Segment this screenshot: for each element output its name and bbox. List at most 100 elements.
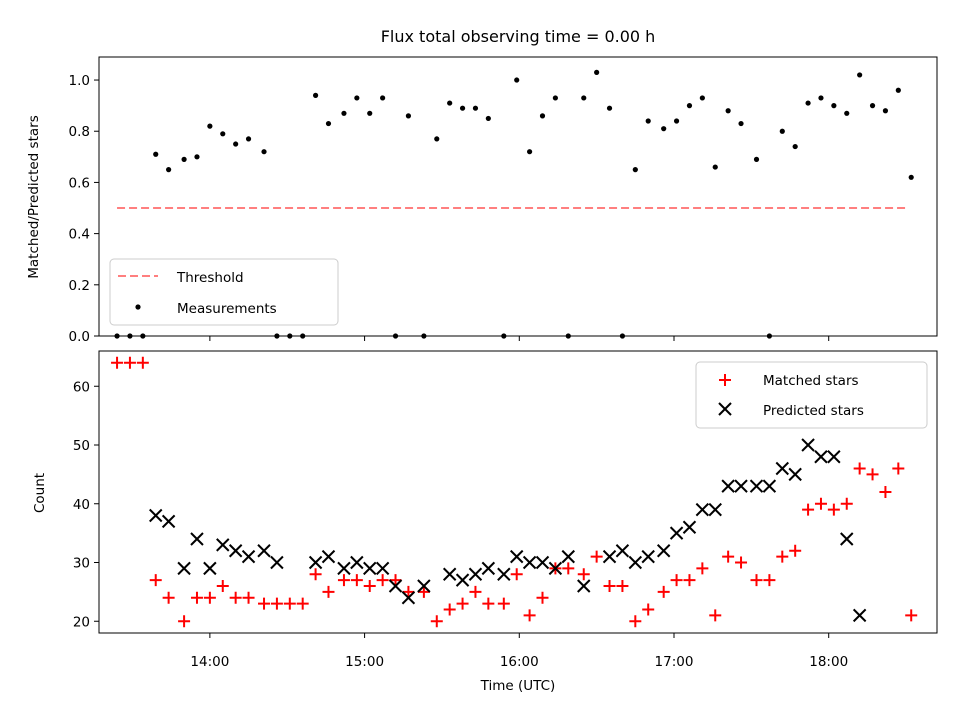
predicted-star-marker — [561, 549, 575, 564]
matched-star-marker — [735, 556, 748, 569]
measurement-point — [166, 167, 172, 173]
matched-star-marker — [136, 356, 149, 369]
matched-star-marker — [603, 580, 616, 592]
predicted-star-marker — [734, 479, 748, 493]
matched-star-marker — [683, 574, 696, 587]
bottom-y-tick-label: 40 — [73, 497, 90, 513]
measurement-point — [686, 103, 693, 109]
matched-star-marker — [866, 468, 879, 481]
matched-star-marker — [616, 580, 629, 592]
measurement-point — [233, 141, 239, 147]
matched-star-marker — [443, 603, 456, 616]
measurement-point — [805, 100, 811, 106]
top-plot-frame — [98, 56, 938, 337]
measurement-point — [581, 95, 587, 101]
predicted-star-marker — [721, 479, 735, 493]
predicted-star-marker — [577, 579, 591, 593]
matched-star-marker — [190, 591, 203, 604]
matched-star-marker — [402, 585, 415, 598]
top-y-axis-label: Matched/Predicted stars — [26, 115, 42, 278]
top-x-tick-marks — [209, 336, 830, 341]
predicted-star-marker — [827, 450, 841, 464]
bottom-x-axis-label: Time (UTC) — [480, 678, 556, 694]
matched-star-marker — [670, 574, 683, 587]
bottom-plot-frame — [98, 350, 938, 634]
predicted-star-marker — [641, 549, 655, 564]
matched-star-marker — [709, 609, 722, 622]
matched-star-marker — [376, 574, 389, 587]
matched-star-marker — [270, 597, 283, 610]
measurement-point — [792, 143, 798, 150]
matched-star-marker — [696, 562, 709, 575]
predicted-star-marker — [257, 544, 271, 558]
measurement-point — [539, 113, 546, 119]
matched-star-marker — [789, 544, 802, 557]
predicted-star-marker — [468, 567, 483, 581]
predicted-star-marker — [788, 467, 802, 482]
matched-star-marker — [853, 462, 866, 475]
predicted-stars-layer — [149, 438, 867, 623]
predicted-star-marker — [481, 561, 496, 576]
measurement-point — [552, 95, 558, 101]
matched-star-marker — [283, 597, 296, 610]
predicted-star-marker — [749, 479, 764, 493]
top-chart-title: Flux total observing time = 0.00 h — [381, 27, 656, 46]
matched-star-marker — [469, 585, 482, 598]
matched-star-marker — [879, 486, 892, 498]
measurement-point — [699, 95, 705, 101]
predicted-star-marker — [270, 555, 284, 570]
bottom-y-tick-label: 30 — [73, 556, 90, 572]
measurement-point — [908, 174, 914, 180]
matched-star-marker — [309, 568, 322, 581]
predicted-stars-legend-swatch — [718, 402, 732, 416]
matched-star-marker — [722, 550, 735, 563]
bottom-y-axis-label: Count — [32, 473, 48, 513]
bottom-x-tick-label: 15:00 — [345, 654, 384, 670]
predicted-star-marker — [535, 555, 550, 570]
bottom-x-tick-label: 18:00 — [809, 654, 848, 670]
measurement-point — [895, 87, 901, 93]
measurement-point — [447, 100, 453, 106]
matched-star-marker — [590, 550, 603, 563]
bottom-y-ticks: 20 30 40 50 60 — [73, 379, 99, 630]
matched-star-marker — [296, 597, 309, 610]
matched-star-marker — [363, 580, 376, 592]
measurement-point — [831, 103, 837, 109]
predicted-star-marker — [656, 544, 671, 558]
measurement-point — [738, 120, 744, 127]
measurement-point — [261, 149, 267, 155]
measurement-point — [459, 105, 466, 111]
top-y-tick-label: 0.0 — [69, 329, 90, 345]
measurement-point — [207, 123, 213, 129]
predicted-star-marker — [682, 520, 697, 534]
predicted-star-marker — [708, 502, 722, 517]
matched-stars-legend-label: Matched stars — [763, 373, 859, 389]
predicted-star-marker — [190, 532, 204, 546]
matched-star-marker — [456, 597, 469, 610]
predicted-star-marker — [762, 479, 777, 493]
measurement-point — [514, 77, 520, 83]
measurements-legend-label: Measurements — [177, 301, 277, 317]
measurement-point — [367, 110, 373, 116]
predicted-star-marker — [510, 549, 524, 564]
matched-star-marker — [123, 356, 136, 369]
predicted-star-marker — [442, 567, 457, 581]
matched-star-marker — [482, 597, 495, 610]
bottom-y-tick-label: 60 — [73, 379, 90, 395]
predicted-star-marker — [814, 450, 828, 464]
measurement-point — [380, 95, 386, 101]
matched-star-marker — [763, 574, 776, 587]
predicted-star-marker — [216, 538, 230, 552]
predicted-star-marker — [401, 591, 416, 605]
predicted-star-marker — [417, 579, 431, 593]
matched-star-marker — [178, 615, 191, 628]
top-legend: Threshold Measurements — [109, 258, 339, 326]
predicted-star-marker — [497, 567, 511, 581]
matched-star-marker — [642, 603, 655, 616]
measurement-point — [194, 154, 200, 160]
bottom-y-tick-label: 50 — [73, 438, 90, 454]
predicted-star-marker — [801, 438, 815, 452]
measurement-point — [869, 103, 876, 109]
matched-star-marker — [389, 574, 402, 587]
